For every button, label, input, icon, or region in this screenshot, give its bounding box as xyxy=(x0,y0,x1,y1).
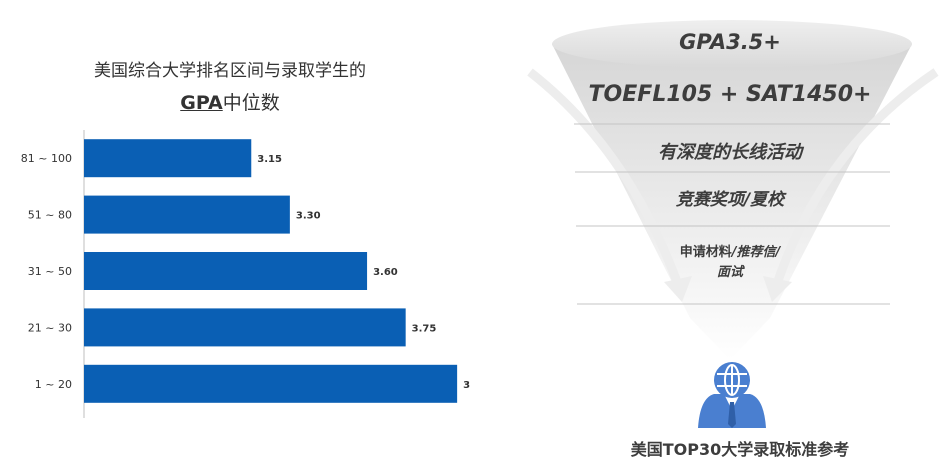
funnel-caption: 美国TOP30大学录取标准参考 xyxy=(630,440,850,459)
icon-tie xyxy=(728,402,736,428)
funnel-arrowhead-left xyxy=(664,276,692,302)
category-label: 51 ~ 80 xyxy=(28,209,72,222)
user-globe-icon xyxy=(698,362,766,428)
funnel-materials-b: /推荐信/ xyxy=(731,245,781,260)
funnel-arrow-left xyxy=(527,68,685,292)
bar xyxy=(84,195,290,234)
category-label: 31 ~ 50 xyxy=(28,265,72,278)
funnel-top-ellipse xyxy=(552,20,912,68)
funnel-materials-c: 面试 xyxy=(716,265,743,280)
category-label: 81 ~ 100 xyxy=(21,152,72,165)
bar xyxy=(84,308,406,347)
funnel-level-awards: 竞赛奖项/夏校 xyxy=(675,190,785,210)
funnel-level-materials: 申请材料/推荐信/面试 xyxy=(640,243,820,283)
funnel-level-tests: TOEFL105 + SAT1450+ xyxy=(588,82,872,107)
value-label: 3.30 xyxy=(296,211,321,222)
chart-title-median: 中位数 xyxy=(222,92,280,114)
bar xyxy=(84,252,368,290)
value-label: 3.60 xyxy=(373,267,398,278)
chart-title-line1: 美国综合大学排名区间与录取学生的 xyxy=(94,61,366,81)
category-label: 1 ~ 20 xyxy=(35,378,72,391)
value-label: 3.15 xyxy=(257,154,282,165)
bar xyxy=(84,139,252,178)
funnel-level-gpa: GPA3.5+ xyxy=(679,30,781,54)
funnel-level-activities: 有深度的长线活动 xyxy=(658,142,802,163)
funnel-materials-a: 申请材料 xyxy=(679,245,732,260)
funnel-arrowhead-right xyxy=(763,276,792,302)
bar xyxy=(84,364,458,403)
gpa-bar-chart: 美国综合大学排名区间与录取学生的 GPA中位数 81 ~ 100 3.15 51 ~… xyxy=(0,0,488,470)
chart-title-line2: GPA中位数 xyxy=(20,88,440,115)
funnel-body xyxy=(552,44,912,360)
funnel-arrow-right xyxy=(770,68,939,292)
value-label: 3.75 xyxy=(412,323,437,334)
category-label: 21 ~ 30 xyxy=(28,321,72,334)
bar-chart-svg: 81 ~ 100 3.15 51 ~ 80 3.30 31 ~ 50 3.60 21 ~ 3… xyxy=(21,130,488,418)
chart-title-gpa: GPA xyxy=(180,92,223,114)
